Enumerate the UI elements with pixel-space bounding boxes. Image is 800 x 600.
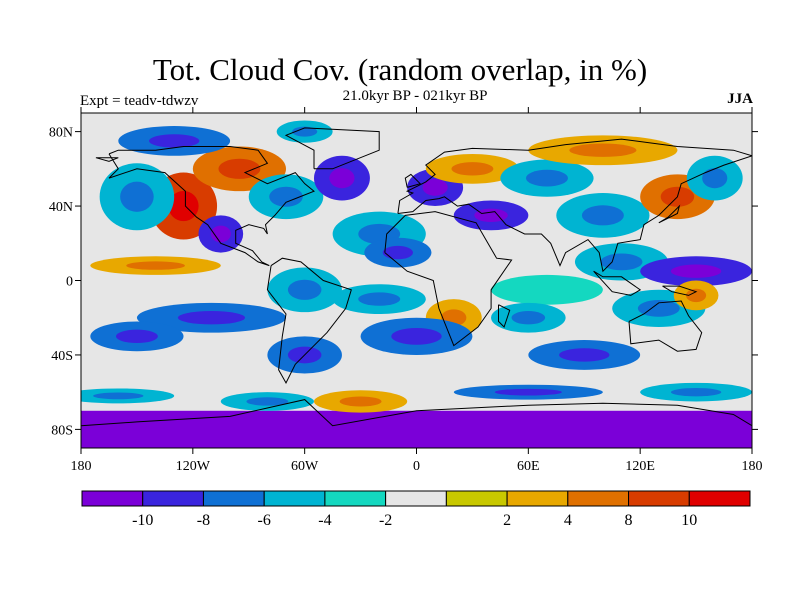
coastline (266, 257, 352, 384)
anomaly-core (391, 327, 442, 345)
coastline (658, 204, 681, 224)
anomaly-core (474, 208, 508, 223)
colorbar-swatch (628, 490, 690, 507)
colorbar-label: 10 (681, 512, 697, 529)
experiment-label: Expt = teadv-tdwzv (80, 93, 199, 109)
y-tick-label: 80N (49, 126, 73, 141)
anomaly-core (269, 186, 303, 207)
anomaly-core (569, 143, 637, 157)
colorbar: -10 -8 -6 -4 -2 2 4 8 10 (81, 490, 751, 529)
coastline (593, 270, 642, 296)
coastline (662, 285, 698, 296)
colorbar-label: -8 (197, 512, 210, 529)
x-tick-label: 180 (742, 459, 763, 474)
coastline (81, 399, 752, 427)
colorbar-swatch (81, 490, 144, 507)
x-tick-label: 180 (71, 459, 92, 474)
anomaly-core (670, 264, 722, 278)
colorbar-swatch (263, 490, 326, 507)
axis-ticks: 180 120W 60W 0 60E 120E 180 80N 40N 0 40S 80S (49, 107, 763, 474)
anomaly-core (451, 162, 494, 176)
coastlines (81, 127, 752, 427)
colorbar-label: 4 (564, 512, 572, 529)
anomaly-core (358, 292, 401, 306)
anomaly-core (93, 392, 144, 400)
anomaly-core (559, 348, 610, 362)
x-tick-label: 120W (176, 459, 211, 474)
colorbar-label: 8 (625, 512, 633, 529)
anomaly-core (329, 168, 355, 189)
coastline (404, 173, 422, 188)
y-tick-label: 0 (66, 275, 73, 290)
anomaly-core (600, 253, 643, 271)
season-label: JJA (727, 91, 753, 107)
x-tick-label: 60E (517, 459, 540, 474)
coastline (108, 146, 315, 267)
anomaly-core (246, 397, 289, 406)
colorbar-swatch (688, 490, 751, 507)
anomaly-core (168, 190, 199, 222)
x-tick-label: 0 (413, 459, 420, 474)
colorbar-swatch (506, 490, 569, 507)
anomaly-region (491, 274, 603, 305)
anomaly-core (210, 225, 231, 243)
coastline (95, 157, 119, 162)
anomaly-core (494, 388, 562, 396)
chart-title: Tot. Cloud Cov. (random overlap, in %) (152, 52, 648, 87)
anomaly-core (120, 181, 154, 212)
anomaly-core (511, 311, 546, 325)
anomaly-core (670, 387, 722, 397)
coastline (384, 211, 513, 347)
map-background (81, 113, 752, 448)
colorbar-label: -4 (318, 512, 331, 529)
x-tick-label: 120E (625, 459, 655, 474)
colorbar-label: -2 (379, 512, 392, 529)
anomaly-core (637, 300, 680, 317)
anomaly-core (686, 288, 707, 303)
anomaly-core (526, 169, 568, 187)
anomaly-core (581, 205, 624, 226)
y-tick-label: 40S (51, 349, 73, 364)
coastline (498, 304, 511, 328)
colorbar-swatch (142, 490, 204, 507)
chart-subtitle: 21.0kyr BP - 021kyr BP (342, 88, 488, 104)
colorbar-label: -10 (132, 512, 153, 529)
colorbar-label: 2 (503, 512, 511, 529)
polar-anomaly-band (81, 410, 752, 448)
anomaly-core (702, 168, 728, 189)
anomaly-field (81, 120, 752, 448)
anomaly-core (126, 261, 185, 270)
colorbar-swatch (567, 490, 630, 507)
colorbar-swatch (324, 490, 387, 507)
anomaly-core (149, 134, 200, 148)
anomaly-core (115, 329, 158, 344)
anomaly-core (177, 311, 246, 325)
colorbar-swatch (202, 490, 265, 507)
colorbar-label: -6 (258, 512, 271, 529)
anomaly-core (422, 179, 448, 196)
coastline (397, 138, 752, 273)
x-tick-label: 60W (291, 459, 319, 474)
coastline (628, 300, 703, 352)
y-tick-label: 80S (51, 423, 73, 438)
anomaly-core (382, 245, 413, 260)
anomaly-core (339, 396, 382, 407)
y-tick-label: 40N (49, 200, 73, 215)
coastline (284, 127, 380, 170)
anomaly-core (292, 126, 318, 137)
colorbar-swatch (385, 490, 447, 507)
anomaly-core (218, 158, 261, 179)
anomaly-core (287, 279, 322, 300)
colorbar-swatch (445, 490, 508, 507)
